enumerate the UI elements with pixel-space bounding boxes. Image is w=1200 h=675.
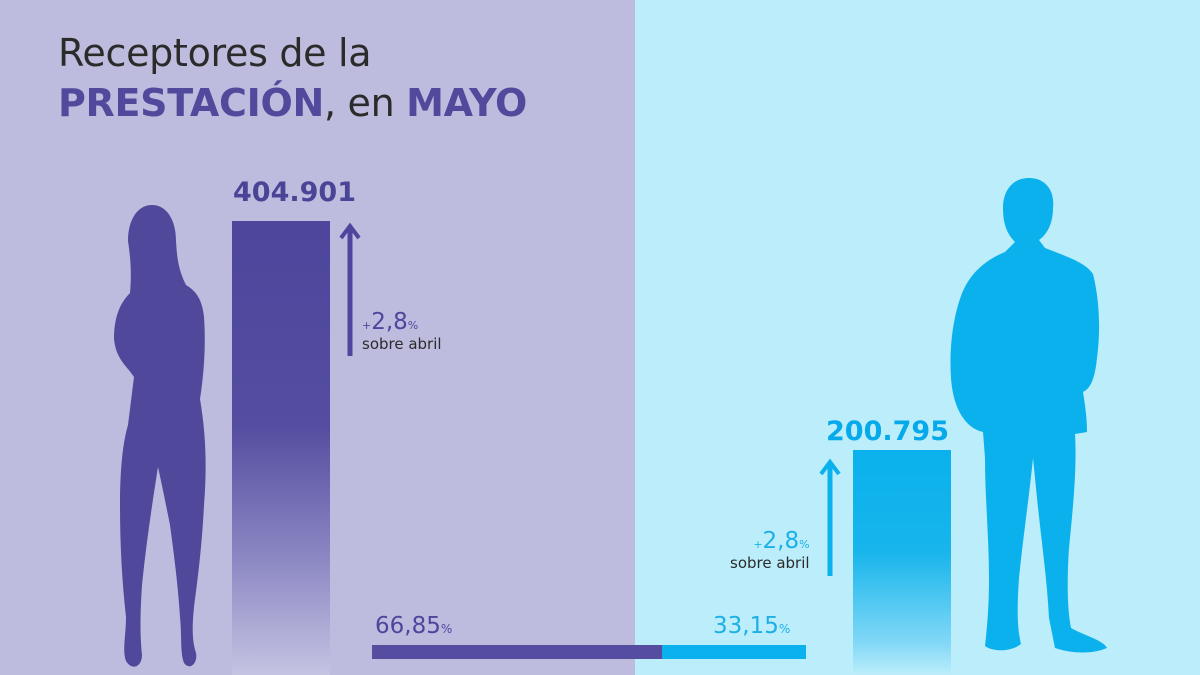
man-silhouette-icon (950, 178, 1107, 653)
change-value: 2,8 (762, 528, 800, 554)
title-line-1: Receptores de la (58, 31, 372, 75)
change-text: sobre abril (730, 554, 810, 572)
arrow-up-icon (819, 458, 841, 576)
share-bar (372, 645, 806, 659)
chart-title: Receptores de la PRESTACIÓN, en MAYO (58, 28, 527, 128)
title-highlight-mayo: MAYO (406, 81, 528, 125)
share-label-women: 66,85% (375, 613, 452, 639)
share-segment-men (662, 645, 806, 659)
arrow-up-icon (339, 222, 361, 356)
change-unit: % (799, 538, 810, 551)
title-line-2: PRESTACIÓN, en MAYO (58, 78, 527, 128)
value-label-women: 404.901 (233, 177, 356, 208)
change-women: +2,8% sobre abril (362, 309, 442, 353)
share-segment-women (372, 645, 663, 659)
share-unit: % (778, 622, 791, 636)
change-unit: % (407, 319, 419, 332)
share-unit: % (440, 622, 453, 636)
value-label-men: 200.795 (826, 416, 949, 447)
title-highlight-prestacion: PRESTACIÓN (58, 81, 324, 125)
change-prefix: + (753, 538, 763, 551)
bar-women (232, 221, 330, 675)
share-value: 33,15 (713, 613, 779, 639)
share-value: 66,85 (375, 613, 441, 639)
bar-men (853, 450, 951, 675)
change-men: +2,8% sobre abril (730, 528, 810, 572)
change-prefix: + (362, 319, 372, 332)
title-separator: , en (323, 81, 407, 125)
share-label-men: 33,15% (713, 613, 790, 639)
woman-silhouette-icon (114, 205, 206, 667)
change-value: 2,8 (371, 309, 408, 335)
change-text: sobre abril (362, 335, 442, 353)
